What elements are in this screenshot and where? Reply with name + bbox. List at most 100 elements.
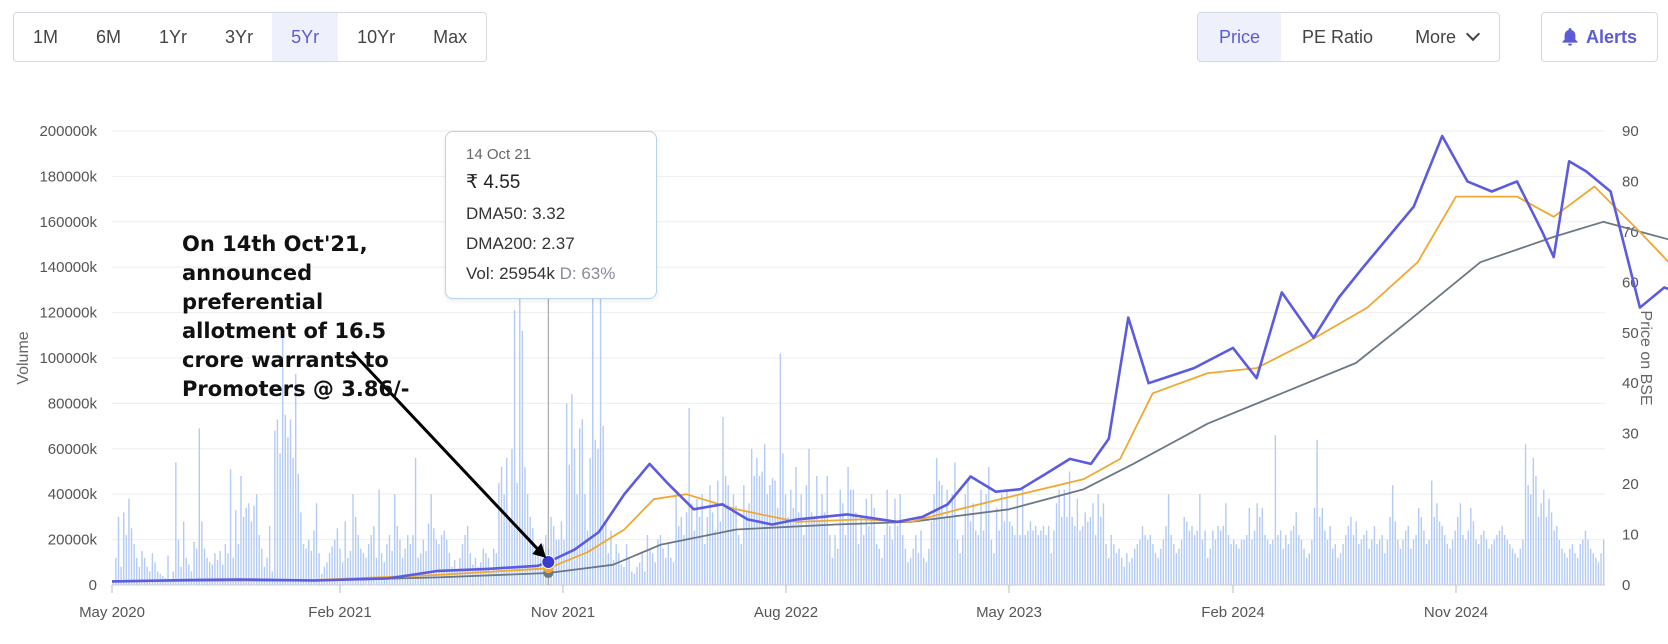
volume-bar [149,571,151,585]
volume-bar [203,548,206,585]
volume-bar [1589,548,1592,585]
volume-bar [967,480,969,585]
range-button-1yr[interactable]: 1Yr [159,27,188,47]
volume-bar [1238,548,1240,585]
volume-bar [581,419,584,585]
volume-bar [211,564,214,585]
volume-bar [1123,566,1125,585]
volume-bar [636,566,638,585]
alerts-button[interactable]: Alerts [1541,12,1658,62]
volume-bar [1308,553,1310,585]
volume-bar [610,530,612,585]
volume-bar [592,289,594,585]
y-right-tick-label: 30 [1622,426,1639,443]
y-left-tick-label: 160000k [39,214,97,231]
volume-bar [998,530,1000,585]
volume-bar [539,557,542,585]
volume-bar [1016,494,1019,585]
chart-tooltip: 14 Oct 21 ₹ 4.55 DMA50: 3.32 DMA200: 2.3… [445,131,657,299]
volume-bar [664,557,667,585]
volume-bar [912,548,914,585]
volume-bar [1490,544,1493,585]
volume-bar [446,539,448,585]
volume-bar [182,521,185,585]
volume-bar [1566,557,1568,585]
range-button-1m[interactable]: 1M [33,27,59,47]
more-dropdown[interactable]: More [1394,13,1499,61]
volume-bar [1553,530,1555,585]
volume-bar [274,430,276,585]
tooltip-dma50: DMA50: 3.32 [466,204,566,223]
tooltip-price: ₹ 4.55 [466,172,521,193]
volume-bar [790,489,792,585]
volume-bar [1488,548,1490,585]
volume-bar [1217,525,1219,585]
volume-bar [855,512,857,585]
volume-bar [730,512,732,585]
volume-bar [863,535,865,585]
volume-bar [347,557,349,585]
volume-bar [339,548,341,585]
volume-bar [891,539,894,585]
volume-bar [420,553,422,585]
volume-bar [907,562,909,585]
volume-bar [1089,516,1092,585]
volume-bar [1105,544,1107,585]
volume-bar [1449,548,1451,585]
volume-bar [248,503,250,585]
volume-bar [297,473,300,585]
volume-bar [1222,525,1224,585]
volume-bar [1006,489,1008,585]
volume-bar [1081,525,1084,585]
volume-bar [1303,548,1305,585]
volume-bar [305,548,307,585]
volume-bar [175,462,177,585]
range-button-5yr[interactable]: 5Yr [272,13,339,61]
x-tick-label: May 2023 [976,604,1042,621]
volume-bar [649,548,651,585]
volume-bar [1305,557,1308,585]
volume-bar [1527,485,1529,585]
tooltip-volume: Vol: 25954k D: 63% [466,264,636,284]
price-tab[interactable]: Price [1198,13,1282,61]
x-tick-label: Nov 2021 [531,604,595,621]
volume-bar [865,498,868,585]
volume-bar [758,476,761,585]
range-button-10yr[interactable]: 10Yr [357,27,396,47]
volume-bar [599,158,602,586]
volume-bar [222,564,224,585]
volume-bar [474,557,477,585]
pe-ratio-tab[interactable]: PE Ratio [1302,27,1374,47]
volume-bar [1191,525,1193,585]
volume-bar [1545,516,1548,585]
volume-bar [1230,544,1232,585]
volume-bar [357,535,359,585]
volume-bar [427,523,430,585]
volume-bar [993,553,995,585]
volume-bar [508,516,511,585]
volume-bar [612,560,615,585]
volume-bar [1470,507,1472,585]
range-button-6m[interactable]: 6M [96,27,122,47]
volume-bar [704,544,706,585]
volume-bar [667,544,669,585]
volume-bar [482,548,484,585]
volume-bar [1441,525,1443,585]
volume-bar [550,516,552,585]
volume-bar [1092,503,1094,585]
volume-bar [188,564,190,585]
volume-bar [1110,535,1112,585]
volume-bar [870,494,873,585]
volume-bar [1563,553,1566,585]
volume-bar [378,489,380,585]
volume-bar [1410,548,1412,585]
volume-bar [1120,557,1123,585]
volume-bar [698,516,701,585]
volume-bar [706,516,709,585]
volume-bar [1444,535,1446,585]
range-button-3yr[interactable]: 3Yr [225,27,254,47]
volume-bar [263,566,266,585]
range-button-max[interactable]: Max [433,27,468,47]
volume-bar [1358,544,1360,585]
volume-bar [899,494,901,585]
